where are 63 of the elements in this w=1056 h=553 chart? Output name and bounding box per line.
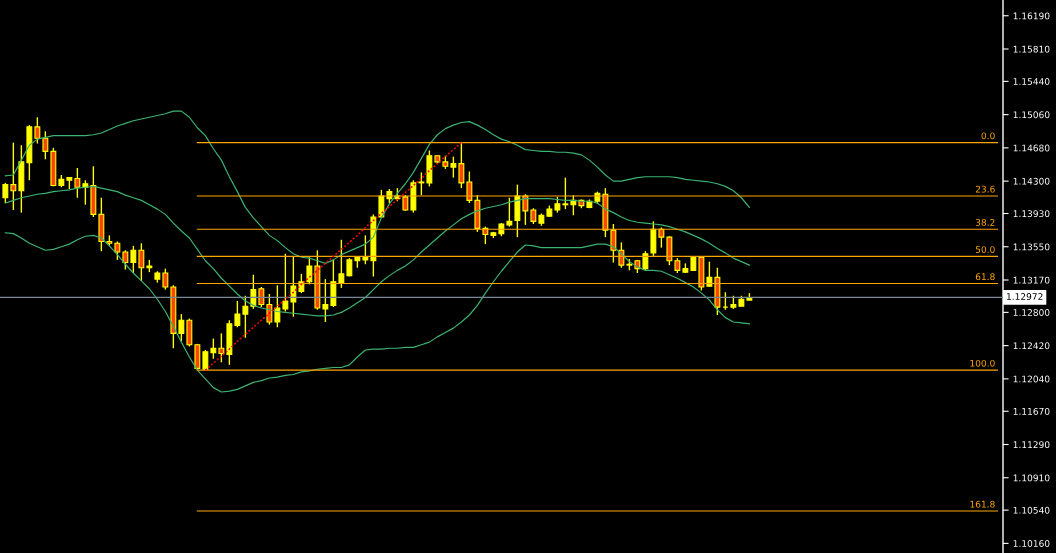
candlestick [458,141,465,189]
candlestick [138,242,145,282]
y-tick-label: 1.15440 [1013,78,1050,85]
y-tick-label: 1.14300 [1013,177,1050,185]
candlestick [706,260,713,288]
y-tick-label: 1.10910 [1013,474,1050,482]
candlestick [114,240,121,261]
y-tick-label: 1.10540 [1013,506,1050,514]
candlestick [330,259,337,308]
candlestick [338,239,345,289]
candlestick [242,295,249,339]
y-tick-label: 1.12420 [1013,342,1050,350]
y-tick-label: 1.15060 [1013,111,1050,119]
candlestick [274,284,281,328]
candlestick [362,234,369,265]
candlestick [322,278,329,323]
ref-line-label: 1.12972 [1007,293,1043,300]
candlestick [162,267,169,291]
candlestick [658,226,665,249]
candlestick [2,182,9,204]
series-label: 61.8 [975,273,995,281]
candlestick [218,332,225,363]
candlestick [266,293,273,326]
candlestick [562,176,569,210]
candlestick [650,220,657,258]
y-tick-label: 1.11290 [1013,441,1050,449]
candlestick [258,286,265,308]
candlestick [74,167,81,199]
candlestick [210,337,217,360]
series-label: 23.6 [975,185,995,193]
series-label: 161.8 [970,500,995,508]
candlestick [306,256,313,286]
candlestick [34,116,41,145]
candlestick [666,235,673,266]
candlestick [290,255,297,318]
candlestick [610,223,617,264]
y-tick-label: 1.15810 [1013,45,1050,53]
candlestick [130,245,137,274]
candlestick [234,300,241,328]
y-tick-label: 1.16190 [1013,12,1050,20]
candlestick [506,197,513,228]
y-tick-label: 1.11670 [1013,407,1050,415]
series-label: 100.0 [970,359,995,367]
candlestick [450,155,457,179]
y-tick-label: 1.13550 [1013,243,1050,251]
y-tick-label: 1.13930 [1013,210,1050,218]
series-label: 0.0 [981,132,995,140]
y-tick-label: 1.14680 [1013,144,1050,152]
candlestick [346,257,353,278]
candlestick [178,313,185,342]
y-tick-label: 1.12040 [1013,375,1050,383]
series-label: 50.0 [975,246,995,253]
y-tick-label: 1.12800 [1013,309,1050,316]
candlestick [122,249,129,271]
candlestick [418,171,425,196]
series-label: 38.2 [975,219,995,226]
y-tick-label: 1.10160 [1013,540,1050,547]
y-tick-label: 1.13170 [1013,276,1050,284]
line-series [204,141,463,371]
candlestick [10,141,17,211]
candlestick [42,130,49,160]
candlestick [282,253,289,313]
line-series [4,110,750,264]
